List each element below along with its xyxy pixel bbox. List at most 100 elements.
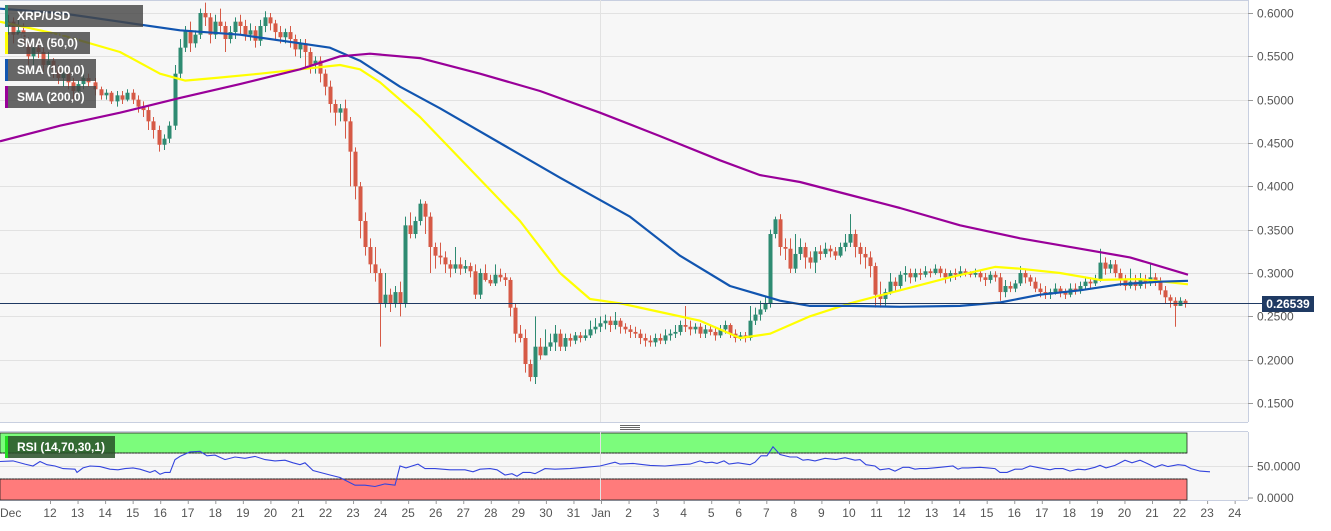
sma-100-swatch <box>5 59 8 81</box>
time-axis-label: 12 <box>43 506 57 520</box>
candle <box>303 43 308 53</box>
candle <box>598 323 603 327</box>
rsi-axis-label: 50.0000 <box>1257 460 1301 474</box>
time-axis-label: 12 <box>897 506 911 520</box>
candle <box>828 248 833 252</box>
candle <box>213 21 218 35</box>
candle <box>248 30 253 35</box>
candle <box>328 86 333 105</box>
candle <box>728 325 733 334</box>
candle <box>963 271 968 274</box>
price-axis-label: 0.5500 <box>1257 50 1294 64</box>
sma-100-legend[interactable]: SMA (100,0) <box>5 59 96 81</box>
candle <box>928 271 933 274</box>
last-price-tag: 0.26539 <box>1262 295 1314 312</box>
time-axis-label: 23 <box>346 506 360 520</box>
candle <box>488 279 493 284</box>
candle <box>1083 281 1088 287</box>
candle <box>468 266 473 272</box>
candle <box>338 108 343 113</box>
candle <box>120 95 125 100</box>
candle <box>788 248 793 269</box>
candle <box>353 151 358 187</box>
candle <box>753 314 758 321</box>
candle <box>838 247 843 256</box>
panel-resize-handle[interactable] <box>620 425 640 431</box>
candle <box>588 329 593 336</box>
candle <box>283 32 288 38</box>
time-axis-label: Dec <box>0 506 21 520</box>
candle <box>1088 281 1093 284</box>
candle <box>538 346 543 356</box>
candle <box>683 325 688 327</box>
candle <box>228 32 233 40</box>
candle <box>773 219 778 235</box>
candle <box>1058 288 1063 293</box>
candle <box>688 326 693 330</box>
time-axis-label: 15 <box>980 506 994 520</box>
candle <box>628 329 633 332</box>
candle <box>131 92 136 100</box>
candle <box>1028 277 1033 282</box>
price-axis-label: 0.1500 <box>1257 397 1294 411</box>
candle <box>453 264 458 269</box>
candle <box>1018 273 1023 284</box>
candle <box>843 242 848 248</box>
price-axis-label: 0.4000 <box>1257 180 1294 194</box>
candle <box>398 292 403 304</box>
candle <box>653 338 658 343</box>
candle <box>151 121 156 131</box>
sma-50-legend[interactable]: SMA (50,0) <box>5 32 90 54</box>
candle <box>913 273 918 278</box>
candle <box>943 273 948 278</box>
candle <box>1038 288 1043 293</box>
candle <box>933 268 938 274</box>
price-axis-label: 0.3500 <box>1257 224 1294 238</box>
candle <box>146 110 151 122</box>
plot-area[interactable] <box>0 0 1248 422</box>
candle <box>1183 300 1188 304</box>
candle <box>553 333 558 343</box>
candle <box>308 52 313 66</box>
candle <box>333 104 338 113</box>
time-axis-label: 10 <box>842 506 856 520</box>
candle <box>518 333 523 339</box>
candle <box>363 221 368 248</box>
candle <box>104 92 109 96</box>
time-axis-label: 2 <box>625 506 632 520</box>
sma-200-swatch <box>5 86 8 108</box>
candle <box>893 281 898 287</box>
sma-200-legend[interactable]: SMA (200,0) <box>5 86 96 108</box>
rsi-axis-label: 0.0000 <box>1257 491 1294 505</box>
candle <box>783 247 788 249</box>
time-axis-label: 16 <box>154 506 168 520</box>
time-axis-label: 21 <box>1145 506 1159 520</box>
candle <box>578 335 583 339</box>
candle <box>938 268 943 274</box>
time-axis-label: 13 <box>71 506 85 520</box>
candle <box>298 43 303 50</box>
candle <box>948 273 953 278</box>
symbol-legend[interactable]: XRP/USD (BITFINEX) <box>5 5 143 45</box>
price-axis-label: 0.5000 <box>1257 94 1294 108</box>
candle <box>898 274 903 287</box>
sma-line <box>0 52 1189 276</box>
candle <box>958 271 963 275</box>
candle <box>413 221 418 235</box>
rsi-legend[interactable]: RSI (14,70,30,1) <box>5 436 115 458</box>
candle <box>258 26 263 41</box>
candle <box>1118 273 1123 280</box>
candle <box>288 32 293 40</box>
candle <box>109 92 114 102</box>
candle <box>1168 297 1173 301</box>
candle <box>263 17 268 27</box>
candle <box>658 338 663 341</box>
candle <box>223 26 228 40</box>
candle <box>323 73 328 87</box>
time-axis-label: 23 <box>1200 506 1214 520</box>
time-axis-label: 28 <box>484 506 498 520</box>
candle <box>678 325 683 332</box>
candle <box>978 273 983 278</box>
time-axis-label: 22 <box>319 506 333 520</box>
